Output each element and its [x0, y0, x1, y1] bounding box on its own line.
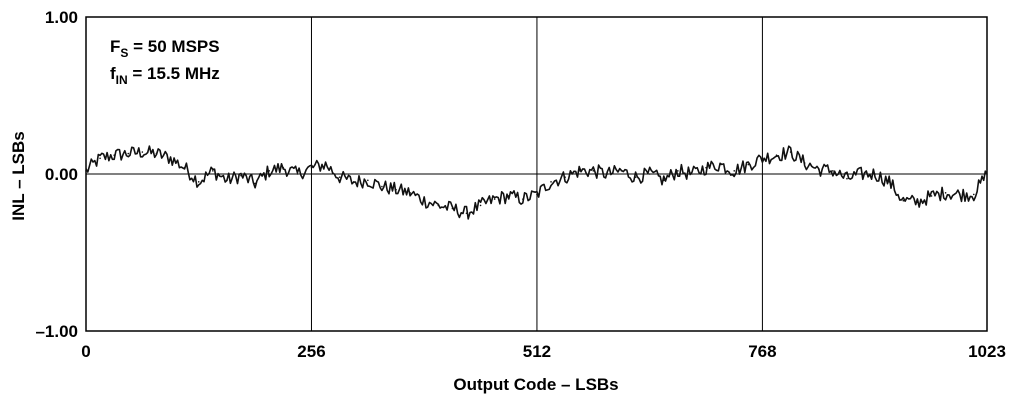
data-point: [352, 181, 355, 183]
data-point: [183, 166, 186, 169]
data-point: [226, 179, 228, 182]
data-point: [212, 170, 214, 172]
data-point: [282, 166, 285, 169]
data-point: [254, 182, 256, 185]
x-tick-labels: 0 256 512 768 1023: [81, 342, 1006, 361]
data-point: [141, 151, 144, 153]
data-point: [550, 181, 552, 183]
series-line-inl: [85, 145, 988, 220]
data-point: [592, 170, 595, 172]
data-point: [648, 173, 651, 175]
data-point: [395, 188, 397, 191]
data-point: [677, 170, 679, 172]
data-point: [846, 177, 848, 180]
data-point: [803, 162, 806, 164]
data-point: [536, 193, 538, 196]
data-point: [634, 176, 637, 178]
data-point: [761, 157, 764, 160]
data-point: [733, 170, 736, 172]
data-point: [381, 185, 383, 188]
data-point: [944, 192, 947, 194]
data-point: [902, 199, 905, 202]
x-tick-label: 1023: [968, 342, 1006, 361]
annotation-line: fIN = 15.5 MHz: [110, 64, 220, 87]
y-tick-label: 1.00: [45, 8, 78, 27]
data-point: [986, 173, 988, 175]
data-point: [113, 154, 115, 156]
x-tick-label: 512: [523, 342, 551, 361]
data-point: [169, 157, 172, 160]
data-point: [197, 181, 200, 183]
data-point: [606, 173, 609, 175]
data-point: [522, 198, 524, 200]
data-point: [888, 181, 891, 183]
data-point: [578, 170, 581, 172]
y-tick-label: –1.00: [35, 322, 78, 341]
data-point: [874, 173, 876, 175]
data-point: [705, 166, 707, 169]
data-point: [493, 198, 496, 200]
data-point: [99, 157, 101, 160]
y-tick-label: 0.00: [45, 165, 78, 184]
data-point: [437, 204, 440, 207]
data-point: [409, 192, 411, 194]
data-point: [930, 195, 933, 197]
data-point: [423, 199, 426, 202]
data-point: [775, 154, 778, 156]
data-point: [85, 170, 87, 172]
y-tick-labels: –1.00 0.00 1.00: [35, 8, 78, 341]
y-axis-title: INL – LSBs: [9, 131, 28, 220]
x-tick-label: 256: [297, 342, 325, 361]
annotation-box: FS = 50 MSPS fIN = 15.5 MHz: [110, 37, 220, 87]
data-point: [296, 173, 299, 175]
data-point: [451, 207, 454, 210]
plot-area: [85, 145, 988, 220]
data-point: [507, 195, 510, 197]
data-point: [479, 204, 482, 207]
data-point: [310, 166, 313, 169]
data-point: [367, 179, 369, 182]
data-point: [155, 152, 158, 155]
data-point: [338, 176, 341, 178]
data-point: [972, 193, 975, 196]
data-point: [817, 168, 820, 171]
x-axis-title: Output Code – LSBs: [453, 375, 618, 394]
data-point: [958, 193, 961, 196]
data-point: [268, 170, 270, 172]
x-tick-label: 0: [81, 342, 90, 361]
data-point: [127, 152, 130, 155]
data-point: [620, 170, 623, 172]
data-point: [240, 174, 242, 177]
data-point: [832, 170, 834, 172]
data-point: [719, 163, 721, 166]
data-point: [465, 212, 468, 215]
data-point: [564, 176, 566, 178]
x-tick-label: 768: [748, 342, 776, 361]
data-point: [789, 151, 792, 153]
data-point: [860, 173, 862, 175]
data-point: [324, 163, 327, 166]
gridlines: [85, 16, 988, 332]
annotation-line: FS = 50 MSPS: [110, 37, 220, 60]
data-point: [747, 163, 750, 166]
data-point: [916, 201, 919, 204]
data-point: [662, 179, 665, 182]
data-point: [691, 173, 693, 175]
